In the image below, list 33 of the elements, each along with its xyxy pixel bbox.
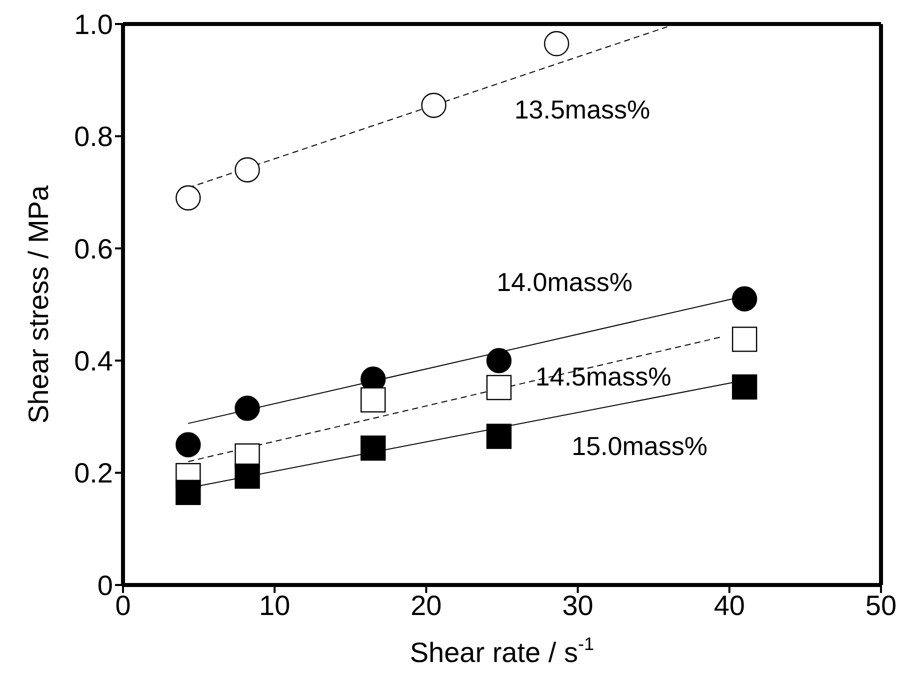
point — [176, 480, 201, 506]
x-tick-label: 40 — [714, 590, 745, 621]
point — [234, 396, 260, 421]
point — [421, 92, 446, 118]
x-tick-label: 20 — [410, 590, 442, 621]
point — [234, 157, 260, 182]
series-label: 14.0mass% — [496, 266, 632, 297]
point — [486, 424, 512, 449]
y-axis-title: Shear stress / MPa — [23, 185, 54, 424]
point — [360, 387, 386, 412]
point — [234, 464, 260, 489]
y-tick-label: 0.8 — [74, 121, 113, 152]
y-tick-label: 0.6 — [74, 233, 113, 264]
series-label: 15.0mass% — [572, 431, 708, 462]
y-tick-label: 0.4 — [74, 346, 113, 377]
series-label: 13.5mass% — [514, 94, 650, 125]
y-tick-label: 0 — [97, 570, 113, 601]
point — [544, 31, 570, 56]
point — [176, 432, 201, 458]
point — [486, 348, 512, 374]
x-tick-label: 30 — [562, 590, 594, 621]
y-tick-label: 0.2 — [74, 458, 113, 489]
point — [732, 374, 758, 400]
x-tick-label: 50 — [865, 590, 897, 621]
point — [486, 374, 512, 400]
x-axis-title: Shear rate / s$^{-1}$ — [410, 634, 594, 668]
x-tick-label: 10 — [259, 590, 290, 621]
series-label: 14.5mass% — [535, 361, 672, 392]
point — [732, 326, 758, 352]
point — [732, 286, 758, 312]
y-tick-label: 1.0 — [74, 8, 113, 40]
point — [176, 185, 201, 211]
point — [360, 436, 386, 461]
